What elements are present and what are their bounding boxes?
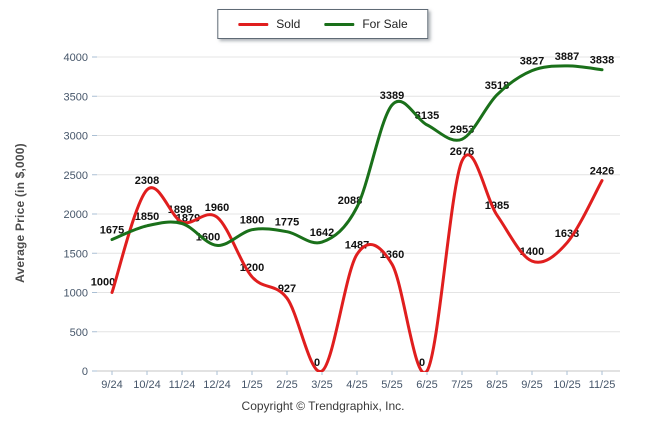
y-tick-label: 500 xyxy=(70,327,88,339)
data-label-for-sale: 3838 xyxy=(590,55,614,67)
series-line-for-sale xyxy=(110,64,604,247)
data-label-sold: 0 xyxy=(314,357,320,369)
y-tick-label: 3000 xyxy=(64,131,88,143)
data-label-for-sale: 1775 xyxy=(275,217,299,229)
x-tick-label: 9/25 xyxy=(521,379,542,391)
data-label-for-sale: 2088 xyxy=(338,195,362,207)
x-tick-label: 10/25 xyxy=(553,379,581,391)
data-label-for-sale: 1642 xyxy=(310,227,334,239)
x-tick-label: 6/25 xyxy=(416,379,437,391)
data-label-sold: 1000 xyxy=(91,277,115,289)
series-line-sold xyxy=(110,153,604,372)
x-tick-label: 11/25 xyxy=(589,379,616,391)
data-label-for-sale: 3389 xyxy=(380,90,404,102)
data-label-for-sale: 1600 xyxy=(196,231,220,243)
copyright-text: Copyright © Trendgraphix, Inc. xyxy=(241,399,405,413)
data-label-sold: 1360 xyxy=(380,249,404,261)
data-label-for-sale: 1850 xyxy=(135,211,159,223)
x-tick-label: 3/25 xyxy=(311,379,332,391)
x-tick-label: 2/25 xyxy=(276,379,297,391)
legend-item-for-sale: For Sale xyxy=(324,17,408,31)
data-label-sold: 2308 xyxy=(135,175,159,187)
data-label-sold: 0 xyxy=(419,357,425,369)
data-label-sold: 1985 xyxy=(485,200,509,212)
y-tick-label: 2500 xyxy=(64,170,88,182)
for-sale-line-swatch-icon xyxy=(324,22,355,26)
data-label-for-sale: 3827 xyxy=(520,56,544,68)
x-tick-label: 1/25 xyxy=(241,379,262,391)
y-axis-title: Average Price (in $,000) xyxy=(13,143,27,283)
x-tick-label: 11/24 xyxy=(169,379,196,391)
x-tick-label: 4/25 xyxy=(346,379,367,391)
x-tick-label: 7/25 xyxy=(451,379,472,391)
x-tick-label: 5/25 xyxy=(381,379,402,391)
y-tick-label: 1500 xyxy=(64,248,88,260)
data-label-sold: 1960 xyxy=(205,202,229,214)
data-label-for-sale: 1675 xyxy=(100,225,124,237)
sold-line-swatch-icon xyxy=(238,22,269,26)
y-tick-label: 2000 xyxy=(64,209,88,221)
legend-item-sold: Sold xyxy=(238,17,300,31)
y-tick-label: 1000 xyxy=(64,288,88,300)
x-tick-label: 12/24 xyxy=(203,379,231,391)
legend-label-sold: Sold xyxy=(276,17,301,31)
x-tick-label: 10/24 xyxy=(133,379,161,391)
data-label-for-sale: 1800 xyxy=(240,215,264,227)
x-tick-label: 9/24 xyxy=(101,379,122,391)
y-tick-label: 3500 xyxy=(64,91,88,103)
x-tick-label: 8/25 xyxy=(486,379,507,391)
y-tick-label: 0 xyxy=(82,366,88,378)
legend: Sold For Sale xyxy=(217,9,429,39)
data-label-for-sale: 3887 xyxy=(555,51,579,63)
legend-label-for-sale: For Sale xyxy=(362,17,408,31)
data-label-sold: 2426 xyxy=(590,166,614,178)
y-tick-label: 4000 xyxy=(64,52,88,64)
